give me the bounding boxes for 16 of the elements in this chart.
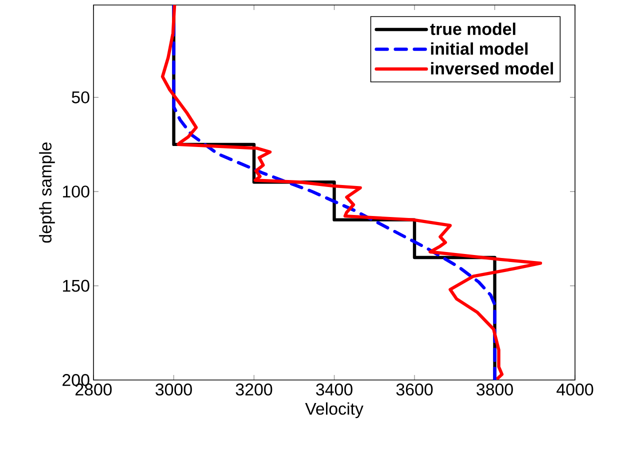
x-tick-label: 3400 <box>316 384 352 396</box>
x-tick-label: 3200 <box>236 384 272 396</box>
legend-label: true model <box>430 22 516 36</box>
x-tick-label: 3000 <box>156 384 192 396</box>
y-tick-label: 200 <box>62 374 90 386</box>
legend-label: inversed model <box>431 62 553 75</box>
x-tick-label: 2800 <box>76 384 112 396</box>
x-tick-label: 3800 <box>476 384 513 396</box>
y-axis-title: depth sample <box>39 142 55 243</box>
y-tick-label: 150 <box>63 280 90 292</box>
x-tick-label: 3600 <box>396 384 433 396</box>
y-tick-label: 100 <box>63 186 90 198</box>
x-axis-title: Velocity <box>305 402 364 418</box>
legend-label: initial model <box>431 42 528 55</box>
y-tick-label: 50 <box>72 91 90 104</box>
x-tick-label: 4000 <box>556 384 594 396</box>
